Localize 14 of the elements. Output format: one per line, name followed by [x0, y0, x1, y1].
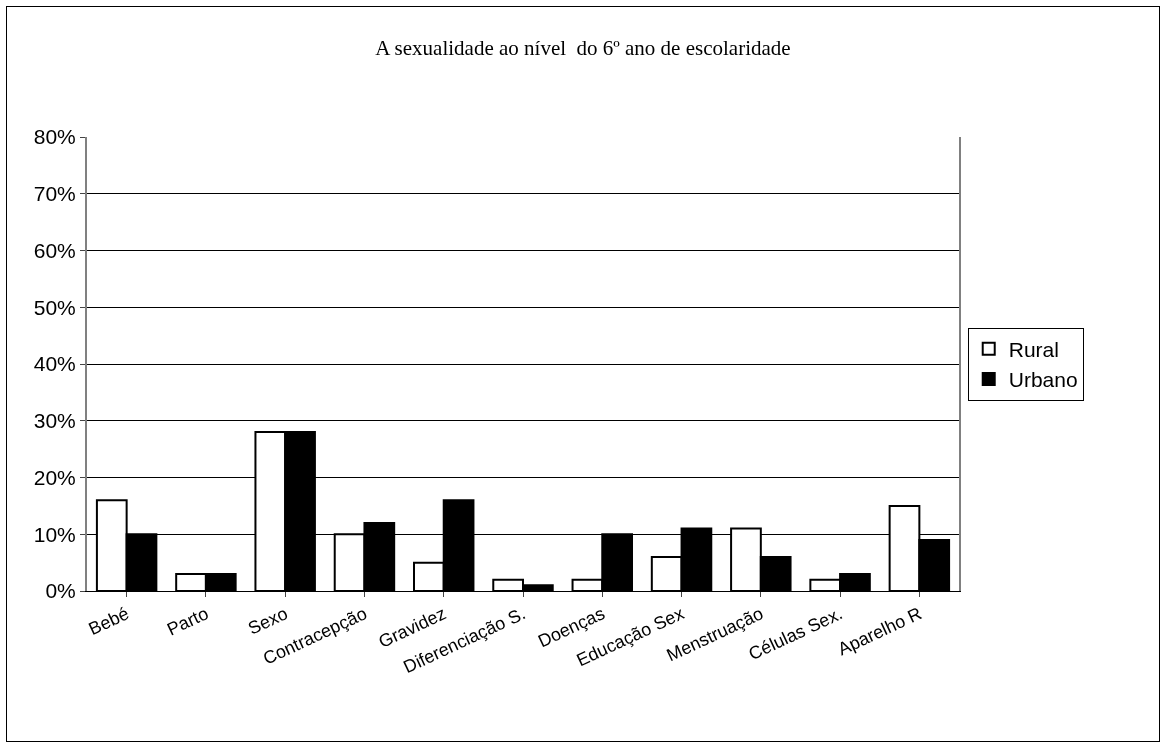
y-tick-label: 30% — [33, 409, 76, 433]
legend-label: Urbano — [1008, 368, 1078, 392]
legend-label: Rural — [1008, 337, 1059, 361]
y-tick-label: 70% — [33, 182, 76, 206]
y-tick-label: 0% — [45, 579, 76, 603]
x-tick-label: Bebé — [85, 603, 133, 640]
y-tick-label: 10% — [33, 522, 76, 546]
x-tick-label: Parto — [163, 603, 212, 640]
y-tick-label: 60% — [33, 238, 76, 262]
y-tick-label: 20% — [33, 465, 76, 489]
chart-title: A sexualidade ao nível do 6º ano de escolaridade — [375, 35, 791, 60]
y-tick-label: 50% — [33, 295, 76, 319]
y-tick-label: 40% — [33, 352, 76, 376]
y-tick-label: 80% — [33, 125, 76, 149]
